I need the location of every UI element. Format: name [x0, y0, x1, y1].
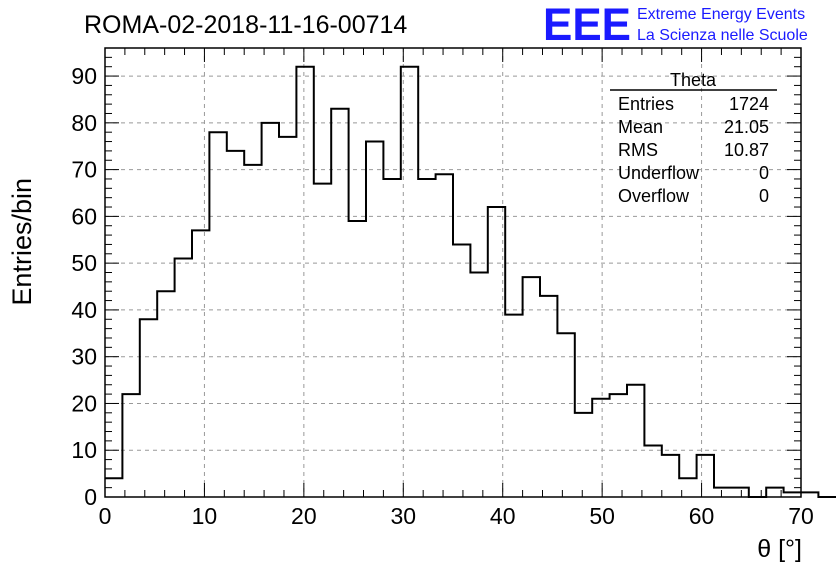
histogram-outline: [105, 65, 836, 498]
y-tick-label: 50: [71, 250, 97, 276]
histogram-bin: [731, 488, 748, 497]
histogram-bin: [157, 291, 174, 497]
histogram-bin: [644, 446, 661, 497]
brand-line-1: Extreme Energy Events: [637, 6, 805, 23]
histogram-bin: [470, 273, 487, 498]
histogram-bin: [714, 488, 731, 497]
y-tick-label: 60: [71, 203, 97, 229]
y-tick-label: 30: [71, 344, 97, 370]
stats-box: Theta Entries 1724 Mean 21.05 RMS 10.87 Underf…: [610, 70, 777, 206]
tick-label-layer: 0 10 20 30 40 50 60 70 0 10 20 30 40 50 60 70 80 90: [71, 63, 813, 529]
y-tick-label: 40: [71, 297, 97, 323]
x-axis-label: θ [°]: [757, 535, 802, 563]
histogram-bin: [296, 67, 313, 497]
stats-rows: Entries 1724 Mean 21.05 RMS 10.87 Underflow 0 Ov…: [618, 94, 769, 206]
stats-value: 0: [759, 163, 769, 183]
histogram-bin: [279, 137, 296, 497]
histogram-bin: [227, 151, 244, 497]
tick-layer: [104, 47, 802, 498]
histogram-bin: [523, 277, 540, 497]
histogram-bin: [244, 165, 261, 497]
stats-label: Mean: [618, 117, 663, 137]
histogram-bin: [331, 109, 348, 497]
eee-logo-text: EEE: [543, 0, 631, 50]
stats-label: Underflow: [618, 163, 700, 183]
stats-title: Theta: [670, 70, 717, 90]
histogram-bin: [453, 244, 470, 497]
histogram-bin: [557, 333, 574, 497]
histogram-bin: [366, 142, 383, 497]
x-tick-label: 30: [390, 503, 416, 529]
stats-label: RMS: [618, 140, 658, 160]
histogram-bin: [192, 230, 209, 497]
histogram-bin: [262, 123, 279, 497]
histogram-layer: [105, 65, 836, 498]
stats-value: 21.05: [724, 117, 769, 137]
eee-logo: EEE Extreme Energy Events La Scienza nel…: [543, 0, 808, 50]
x-tick-label: 70: [788, 503, 814, 529]
grid-layer: [105, 48, 801, 497]
x-tick-label: 40: [490, 503, 516, 529]
y-tick-label: 20: [71, 390, 97, 416]
y-tick-label: 90: [71, 63, 97, 89]
stats-label: Entries: [618, 94, 674, 114]
histogram-bin: [209, 132, 226, 497]
histogram-bin: [401, 67, 418, 497]
x-tick-label: 10: [192, 503, 218, 529]
y-tick-label: 0: [84, 484, 97, 510]
histogram-bin: [418, 179, 435, 497]
histogram-bin: [436, 174, 453, 497]
histogram-bin: [122, 394, 139, 497]
stats-value: 0: [759, 186, 769, 206]
x-tick-label: 50: [589, 503, 615, 529]
histogram-bin: [540, 296, 557, 497]
x-tick-label: 20: [291, 503, 317, 529]
histogram-bin: [627, 385, 644, 497]
histogram-bin: [488, 207, 505, 497]
brand-line-2: La Scienza nelle Scuole: [637, 27, 808, 44]
y-tick-label: 70: [71, 157, 97, 183]
histogram-bin: [175, 258, 192, 497]
histogram-bin: [697, 455, 714, 497]
histogram-bin: [383, 179, 400, 497]
y-axis-label: Entries/bin: [7, 178, 37, 306]
x-tick-label: 60: [689, 503, 715, 529]
histogram-bin: [140, 319, 157, 497]
x-tick-label: 0: [99, 503, 112, 529]
chart-title: ROMA-02-2018-11-16-00714: [84, 11, 407, 39]
histogram-bin: [314, 184, 331, 497]
stats-value: 1724: [729, 94, 769, 114]
histogram-bin: [662, 455, 679, 497]
stats-value: 10.87: [724, 140, 769, 160]
histogram-bin: [575, 413, 592, 497]
histogram-bin: [592, 399, 609, 497]
histogram-bin: [801, 492, 818, 497]
stats-label: Overflow: [618, 186, 690, 206]
histogram-bin: [349, 221, 366, 497]
y-tick-label: 10: [71, 437, 97, 463]
y-tick-label: 80: [71, 110, 97, 136]
histogram-bin: [610, 394, 627, 497]
histogram-bin: [505, 315, 522, 497]
